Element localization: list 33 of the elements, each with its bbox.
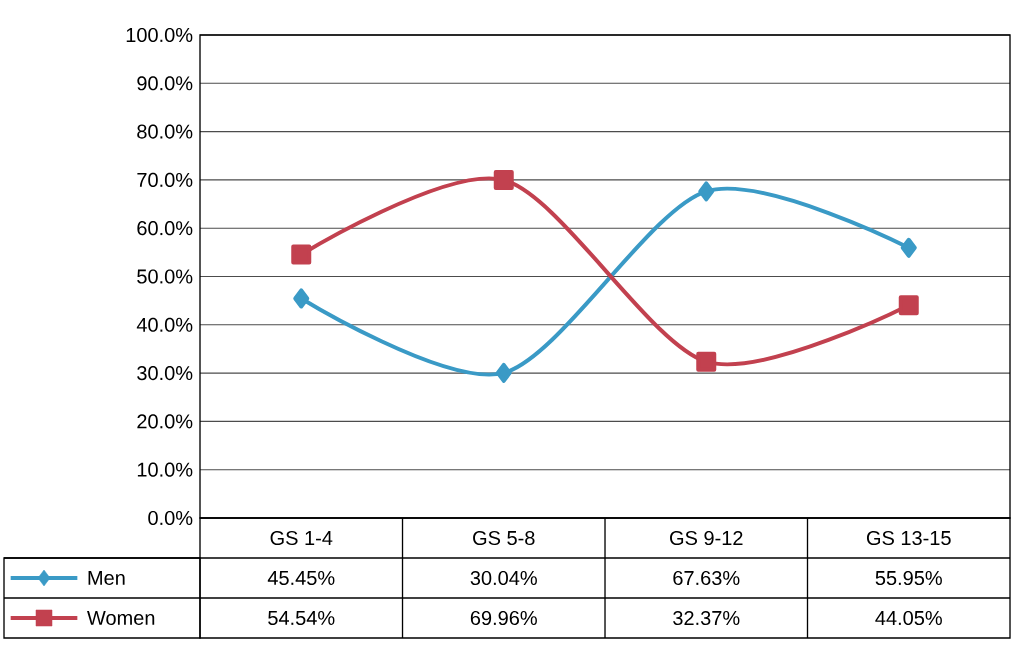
point xyxy=(291,244,312,265)
data-label: 67.63% xyxy=(673,570,740,586)
point xyxy=(293,288,310,309)
y-tick-label: 90.0% xyxy=(137,76,193,91)
point xyxy=(493,170,514,191)
x-tick-label: GS 9-12 xyxy=(670,530,743,546)
data-label: 32.37% xyxy=(673,610,740,626)
data-label: 30.04% xyxy=(470,570,537,586)
y-tick-label: 70.0% xyxy=(137,172,193,187)
y-tick-label: 100.0% xyxy=(126,27,193,43)
data-label: 44.05% xyxy=(875,610,942,626)
data-label: 69.96% xyxy=(470,610,537,626)
data-label: 45.45% xyxy=(267,570,335,586)
legend-label: Men xyxy=(88,571,125,585)
y-tick-label: 10.0% xyxy=(137,462,193,477)
x-tick-label: GS 1-4 xyxy=(270,530,333,546)
legend-label: Women xyxy=(87,611,155,625)
point xyxy=(900,237,917,258)
x-tick-label: GS 13-15 xyxy=(866,530,951,546)
y-tick-label: 50.0% xyxy=(137,269,193,284)
y-tick-label: 80.0% xyxy=(137,124,193,139)
y-tick-label: 20.0% xyxy=(137,414,193,429)
y-tick-label: 60.0% xyxy=(137,221,193,236)
y-tick-label: 30.0% xyxy=(137,366,193,381)
x-tick-label: GS 5-8 xyxy=(473,530,535,546)
data-label: 54.54% xyxy=(268,610,335,626)
point xyxy=(495,362,512,383)
point xyxy=(898,295,919,316)
point xyxy=(698,181,715,202)
data-label: 55.95% xyxy=(875,570,942,586)
y-tick-label: 0.0% xyxy=(148,510,193,526)
point xyxy=(696,351,717,372)
y-tick-label: 40.0% xyxy=(136,317,193,332)
